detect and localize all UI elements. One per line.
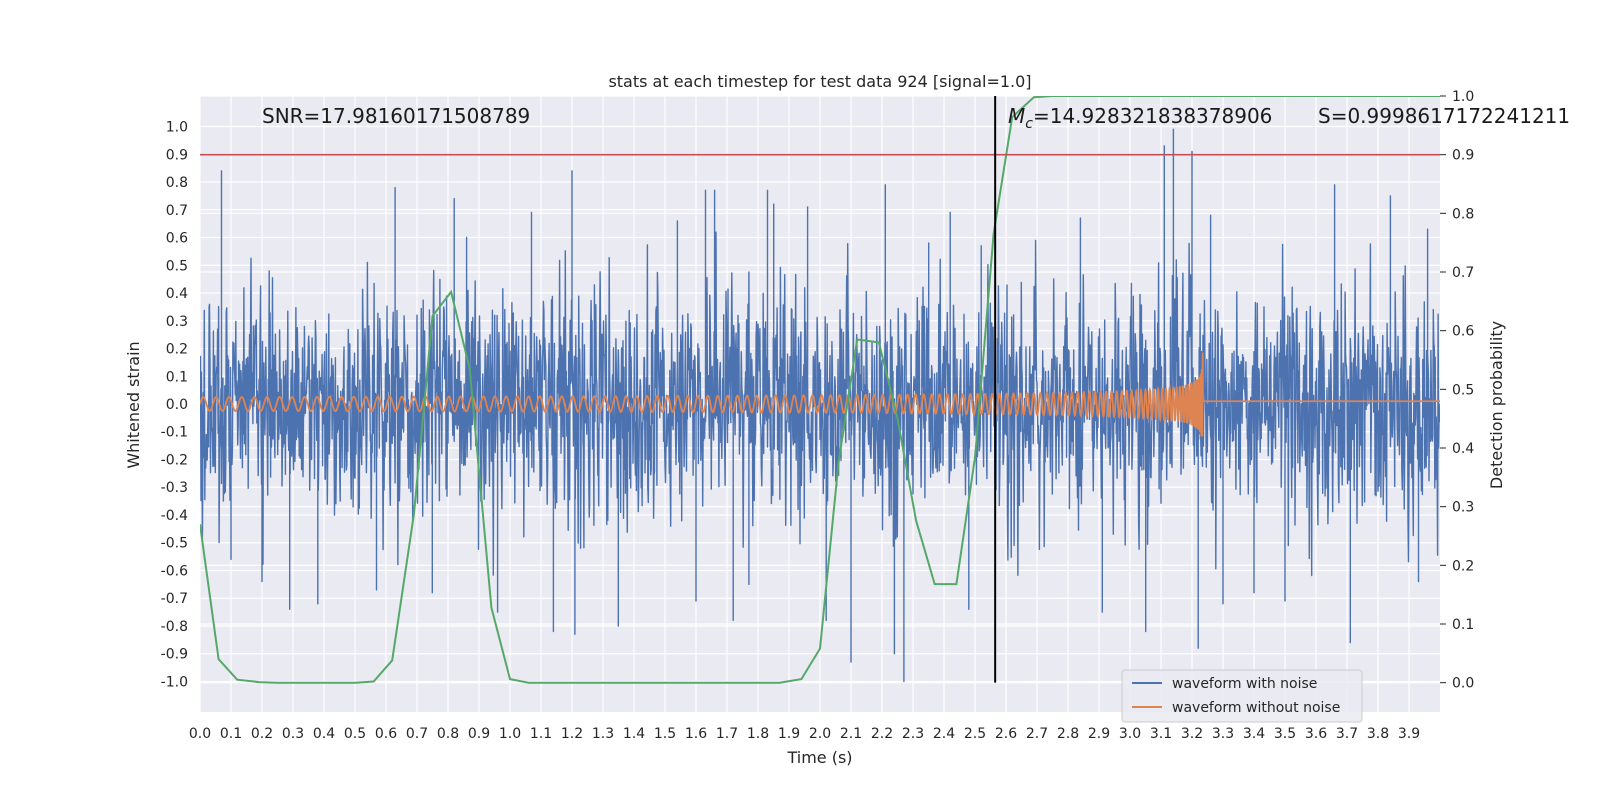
- y-tick-label: -0.9: [161, 647, 188, 663]
- x-tick-label: 1.6: [685, 726, 707, 742]
- y2-tick-label: 0.7: [1452, 265, 1474, 281]
- y2-tick-labels: 1.0 0.9 0.8 0.7 0.6 0.5 0.4 0.3 0.2 0.1 0.0: [1452, 89, 1474, 692]
- x-tick-labels: 0.0 0.1 0.2 0.3 0.4 0.5 0.6 0.7 0.8 0.9 1.0 1.1 1.2 1…: [189, 726, 1420, 742]
- x-tick-label: 3.0: [1119, 726, 1141, 742]
- chirp-mass-annotation: Mc=14.928321838378906: [1008, 104, 1272, 132]
- x-axis-label: Time (s): [786, 748, 852, 767]
- legend-label-clean: waveform without noise: [1172, 700, 1340, 716]
- y2-tick-label: 0.6: [1452, 324, 1474, 340]
- significance-annotation: S=0.9998617172241211: [1318, 104, 1570, 128]
- x-tick-label: 3.9: [1398, 726, 1420, 742]
- x-tick-label: 2.2: [871, 726, 893, 742]
- x-tick-label: 2.7: [1026, 726, 1048, 742]
- y-axis-label: Whitened strain: [124, 341, 143, 468]
- snr-annotation: SNR=17.98160171508789: [262, 104, 530, 128]
- y-tick-label: -0.6: [161, 563, 188, 579]
- y-tick-label: 0.3: [166, 314, 188, 330]
- y-tick-label: 1.0: [166, 120, 188, 136]
- x-tick-label: 0.1: [220, 726, 242, 742]
- x-tick-label: 2.4: [933, 726, 955, 742]
- x-tick-label: 1.8: [747, 726, 769, 742]
- x-tick-label: 2.3: [902, 726, 924, 742]
- x-tick-label: 0.9: [468, 726, 490, 742]
- legend: waveform with noise waveform without noi…: [1121, 669, 1363, 723]
- y2-tick-label: 1.0: [1452, 89, 1474, 105]
- y-tick-label: -0.4: [161, 508, 188, 524]
- x-tick-label: 1.2: [561, 726, 583, 742]
- chirp-mass-symbol: M: [1008, 104, 1025, 128]
- y-tick-label: 0.9: [166, 147, 188, 163]
- x-tick-label: 0.6: [375, 726, 397, 742]
- x-tick-label: 3.7: [1336, 726, 1358, 742]
- legend-box: [1121, 669, 1363, 723]
- y-tick-label: -0.7: [161, 591, 188, 607]
- y2-tick-label: 0.0: [1452, 676, 1474, 692]
- x-tick-label: 1.3: [592, 726, 614, 742]
- x-tick-label: 3.2: [1181, 726, 1203, 742]
- y-tick-label: 0.0: [166, 397, 188, 413]
- y2-tick-label: 0.2: [1452, 558, 1474, 574]
- y2-tick-label: 0.1: [1452, 617, 1474, 633]
- y-tick-label: 0.2: [166, 342, 188, 358]
- y-tick-label: 0.5: [166, 258, 188, 274]
- y2-tick-label: 0.8: [1452, 206, 1474, 222]
- y2-tick-label: 0.3: [1452, 500, 1474, 516]
- x-tick-label: 2.0: [809, 726, 831, 742]
- x-tick-label: 3.6: [1305, 726, 1327, 742]
- x-tick-label: 2.8: [1057, 726, 1079, 742]
- x-tick-label: 3.8: [1367, 726, 1389, 742]
- x-tick-label: 0.2: [251, 726, 273, 742]
- y2-tick-label: 0.4: [1452, 441, 1474, 457]
- x-tick-label: 1.7: [716, 726, 738, 742]
- x-tick-label: 3.1: [1150, 726, 1172, 742]
- y-tick-label: 0.7: [166, 203, 188, 219]
- y-tick-label: 0.4: [166, 286, 188, 302]
- x-tick-label: 0.8: [437, 726, 459, 742]
- x-tick-label: 0.7: [406, 726, 428, 742]
- x-tick-label: 1.5: [654, 726, 676, 742]
- legend-label-noise: waveform with noise: [1172, 676, 1317, 692]
- y-tick-label: 0.1: [166, 369, 188, 385]
- y-tick-label: -0.1: [161, 425, 188, 441]
- x-tick-label: 2.9: [1088, 726, 1110, 742]
- y-tick-label: -1.0: [161, 674, 188, 690]
- x-tick-label: 2.1: [840, 726, 862, 742]
- y-tick-label: 0.8: [166, 175, 188, 191]
- x-tick-label: 1.4: [623, 726, 645, 742]
- y-tick-label: 0.6: [166, 231, 188, 247]
- x-tick-label: 0.3: [282, 726, 304, 742]
- y2-tick-label: 0.5: [1452, 382, 1474, 398]
- chart-title: stats at each timestep for test data 924…: [608, 72, 1031, 91]
- y2-axis-label: Detection probability: [1487, 321, 1506, 489]
- x-tick-label: 3.4: [1243, 726, 1265, 742]
- y-tick-label: -0.5: [161, 536, 188, 552]
- x-tick-label: 3.5: [1274, 726, 1296, 742]
- series-line-detection-probability: [200, 96, 1440, 684]
- chirp-mass-subscript: c: [1025, 116, 1033, 132]
- x-tick-label: 0.5: [344, 726, 366, 742]
- x-tick-label: 1.9: [778, 726, 800, 742]
- x-tick-label: 1.0: [499, 726, 521, 742]
- x-tick-label: 0.0: [189, 726, 211, 742]
- chirp-mass-value: =14.928321838378906: [1033, 104, 1272, 128]
- y-tick-label: -0.3: [161, 480, 188, 496]
- x-tick-label: 3.3: [1212, 726, 1234, 742]
- x-tick-label: 0.4: [313, 726, 335, 742]
- y2-tick-label: 0.9: [1452, 148, 1474, 164]
- x-tick-label: 2.5: [964, 726, 986, 742]
- y-tick-label: -0.8: [161, 619, 188, 635]
- y-tick-labels: 1.0 0.9 0.8 0.7 0.6 0.5 0.4 0.3 0.2 0.1 0.0 -0.1 -0.…: [161, 120, 188, 691]
- y-tick-label: -0.2: [161, 452, 188, 468]
- x-tick-label: 1.1: [530, 726, 552, 742]
- series-line-waveform-without-noise: [200, 352, 1440, 437]
- series-line-waveform-with-noise: [200, 128, 1440, 683]
- x-tick-label: 2.6: [995, 726, 1017, 742]
